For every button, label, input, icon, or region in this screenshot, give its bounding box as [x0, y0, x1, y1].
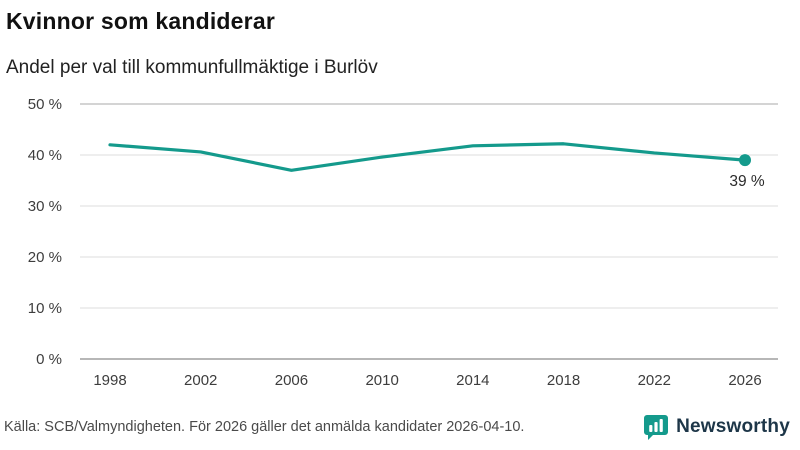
- y-tick-label: 40 %: [28, 147, 62, 164]
- y-tick-label: 50 %: [28, 96, 62, 113]
- chart-header: Kvinnor som kandiderar Andel per val til…: [0, 0, 800, 79]
- y-tick-label: 30 %: [28, 198, 62, 215]
- x-tick-label: 2026: [728, 372, 761, 389]
- x-tick-label: 2006: [275, 372, 308, 389]
- end-point-marker: [739, 154, 751, 167]
- chart-footer: Källa: SCB/Valmyndigheten. För 2026 gäll…: [0, 404, 800, 450]
- newsworthy-logo: Newsworthy: [643, 414, 790, 440]
- trend-line: [108, 142, 747, 172]
- x-tick-label: 2014: [456, 372, 489, 389]
- x-tick-label: 2010: [365, 372, 398, 389]
- end-point-label: 39 %: [729, 173, 765, 190]
- chart-subtitle: Andel per val till kommunfullmäktige i B…: [6, 57, 378, 78]
- line-chart: 0 % 10 % 20 % 30 % 40 % 50 % 1998 2002 2006 2010 2…: [28, 96, 778, 389]
- y-tick-label: 0 %: [36, 351, 62, 368]
- source-note: Källa: SCB/Valmyndigheten. För 2026 gäll…: [4, 419, 525, 435]
- y-tick-label: 20 %: [28, 249, 62, 266]
- newsworthy-logo-icon: [644, 415, 669, 440]
- newsworthy-wordmark: Newsworthy: [676, 416, 790, 437]
- x-tick-label: 1998: [93, 372, 126, 389]
- x-tick-label: 2018: [547, 372, 580, 389]
- page-title: Kvinnor som kandiderar: [6, 8, 275, 34]
- x-tick-label: 2022: [638, 372, 671, 389]
- x-tick-label: 2002: [184, 372, 217, 389]
- y-tick-label: 10 %: [28, 300, 62, 317]
- chart-area: 0 % 10 % 20 % 30 % 40 % 50 % 1998 2002 2006 2010 2…: [0, 92, 800, 404]
